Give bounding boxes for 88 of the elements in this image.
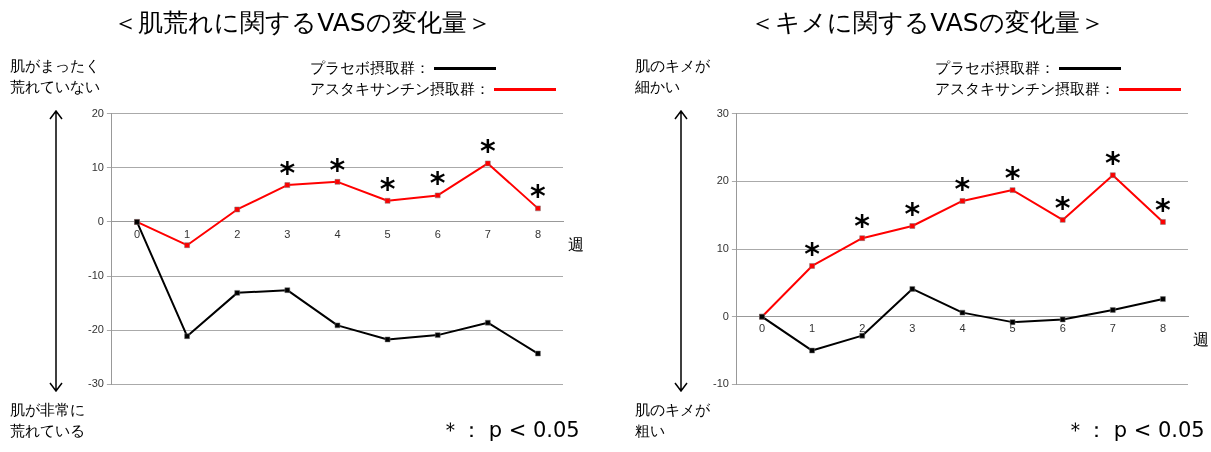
point (434, 192, 441, 199)
point (909, 223, 916, 229)
point (809, 347, 815, 354)
x-tick-label: 5 (1009, 322, 1016, 335)
x-tick-label: 7 (1109, 322, 1116, 335)
text: 肌が非常に荒れている (10, 400, 86, 442)
point (959, 309, 966, 316)
annotation: * (429, 165, 446, 201)
x-tick-label: 3 (284, 227, 291, 240)
chart-title: ＜肌荒れに関するVASの変化量＞ (112, 7, 493, 39)
point (1110, 172, 1116, 178)
point (334, 322, 341, 329)
point (1160, 219, 1166, 225)
y-tick-label: 20 (91, 106, 104, 119)
x-tick-label: 8 (1159, 322, 1166, 335)
point (959, 198, 966, 204)
point (535, 350, 541, 357)
x-tick-label: 6 (434, 227, 441, 240)
y-tick-label: -10 (87, 269, 104, 282)
annotation: * (1054, 189, 1071, 225)
x-tick-label: 0 (133, 227, 141, 240)
x-tick-label: 4 (959, 322, 966, 335)
point (284, 182, 291, 188)
point (384, 336, 391, 343)
y-tick-label: 0 (722, 309, 729, 322)
annotation: * (1104, 145, 1121, 181)
point (184, 333, 190, 339)
x-axis-title: 週 (1193, 329, 1209, 349)
x-tick-label: 1 (184, 227, 191, 240)
annotation: * (530, 178, 547, 214)
x-tick-label: 3 (909, 322, 916, 335)
x-tick-label: 1 (809, 322, 816, 335)
legend-label: プラセボ摂取群： (935, 58, 1055, 79)
x-tick-label: 6 (1059, 322, 1066, 335)
point (859, 332, 865, 339)
text: ＊： p < 0.05 (440, 417, 580, 444)
x-axis-title: 週 (568, 234, 584, 254)
annotation: * (379, 170, 396, 206)
annotation: * (904, 195, 921, 231)
annotation: * (1004, 160, 1021, 196)
x-tick-label: 8 (534, 227, 541, 240)
annotation: * (854, 208, 871, 244)
point (809, 263, 815, 269)
point (184, 242, 190, 248)
point (1059, 316, 1066, 323)
y-tick-label: -30 (87, 377, 104, 390)
point (1110, 307, 1116, 313)
annotation: * (1155, 191, 1172, 227)
y-tick-label: 20 (716, 174, 729, 187)
x-tick-label: 5 (384, 227, 391, 240)
legend-label: アスタキサンチン摂取群： (310, 79, 490, 100)
x-tick-label: 2 (859, 322, 866, 335)
legend-label: プラセボ摂取群： (310, 58, 430, 79)
y-tick-label: -20 (87, 323, 104, 336)
y-tick-label: 0 (97, 214, 104, 227)
y-tick-label: 10 (91, 160, 104, 173)
text: 肌のキメが粗い (635, 400, 711, 442)
legend-label: アスタキサンチン摂取群： (935, 79, 1115, 100)
text: 肌がまったく荒れていない (10, 56, 101, 98)
point (859, 235, 865, 241)
point (485, 319, 491, 326)
point (535, 205, 541, 212)
y-tick-label: 10 (716, 242, 729, 255)
x-tick-label: 0 (758, 322, 766, 335)
point (1160, 296, 1166, 302)
point (485, 160, 491, 167)
point (334, 179, 341, 185)
y-tick-label: -10 (712, 377, 729, 390)
chart-title: ＜キメに関するVASの変化量＞ (749, 7, 1106, 39)
point (909, 286, 916, 292)
point (234, 206, 240, 213)
point (234, 290, 240, 296)
point (434, 332, 441, 338)
annotation: * (329, 151, 346, 187)
point (1009, 187, 1016, 193)
text: ＊： p < 0.05 (1065, 417, 1205, 444)
annotation: * (279, 155, 296, 191)
point (284, 287, 291, 293)
annotation: * (954, 170, 971, 206)
annotation: * (804, 235, 821, 271)
text: 肌のキメが細かい (635, 56, 711, 98)
point (1059, 217, 1066, 223)
point (384, 198, 391, 204)
x-tick-label: 7 (484, 227, 491, 240)
x-tick-label: 4 (334, 227, 341, 240)
y-tick-label: 30 (716, 106, 729, 119)
x-tick-label: 2 (234, 227, 241, 240)
annotation: * (479, 133, 496, 169)
